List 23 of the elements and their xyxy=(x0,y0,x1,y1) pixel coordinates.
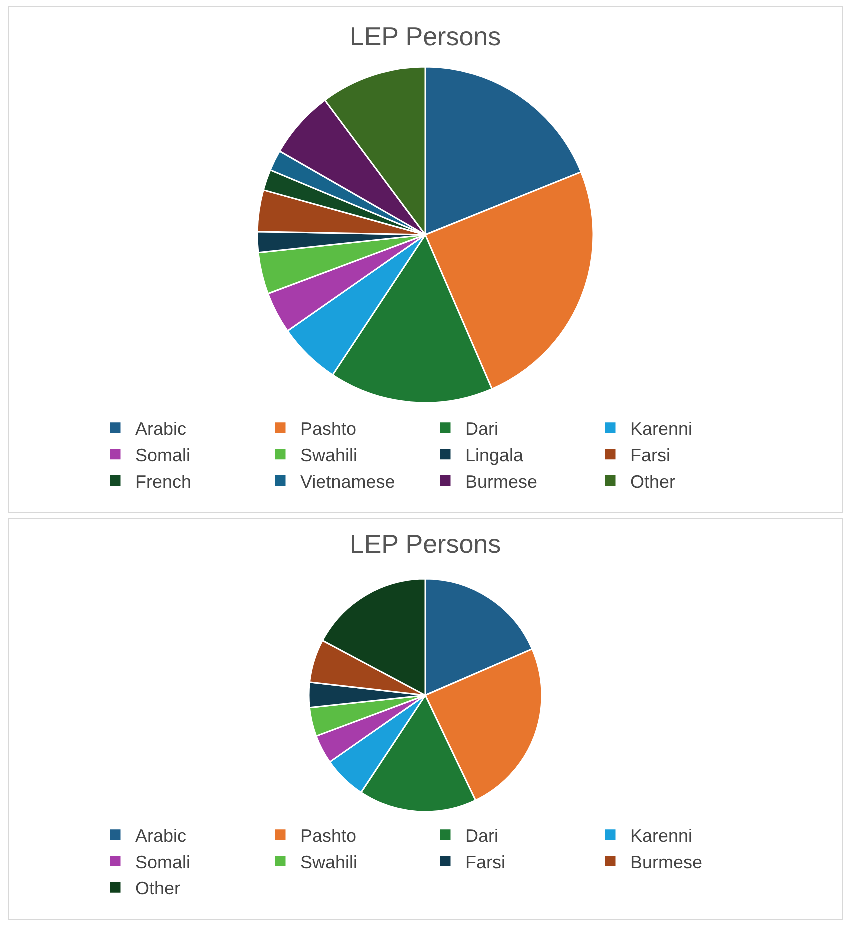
legend-label: Other xyxy=(136,878,181,899)
legend-label: Burmese xyxy=(466,472,538,492)
legend-label: Karenni xyxy=(630,418,693,439)
chart-title: LEP Persons xyxy=(350,21,502,52)
legend-label: Swahili xyxy=(300,852,358,872)
legend-label: Vietnamese xyxy=(300,472,396,492)
legend-label: Pashto xyxy=(300,418,357,439)
legend-label: Dari xyxy=(466,826,499,846)
legend-label: Arabic xyxy=(136,826,187,846)
legend-label: Farsi xyxy=(630,445,670,466)
legend-label: Arabic xyxy=(136,418,187,439)
legend-label: Pashto xyxy=(300,826,357,846)
legend-label: Farsi xyxy=(466,852,506,872)
legend-label: Other xyxy=(630,472,676,492)
legend-label: Somali xyxy=(136,852,191,872)
legend-label: Burmese xyxy=(630,852,703,872)
chart-title: LEP Persons xyxy=(350,529,502,560)
legend-label: Lingala xyxy=(466,445,525,466)
legend-label: French xyxy=(136,472,192,492)
legend-label: Somali xyxy=(136,445,191,466)
legend-label: Dari xyxy=(466,418,499,439)
legend-label: Karenni xyxy=(630,826,693,846)
legend-label: Swahili xyxy=(300,445,358,466)
